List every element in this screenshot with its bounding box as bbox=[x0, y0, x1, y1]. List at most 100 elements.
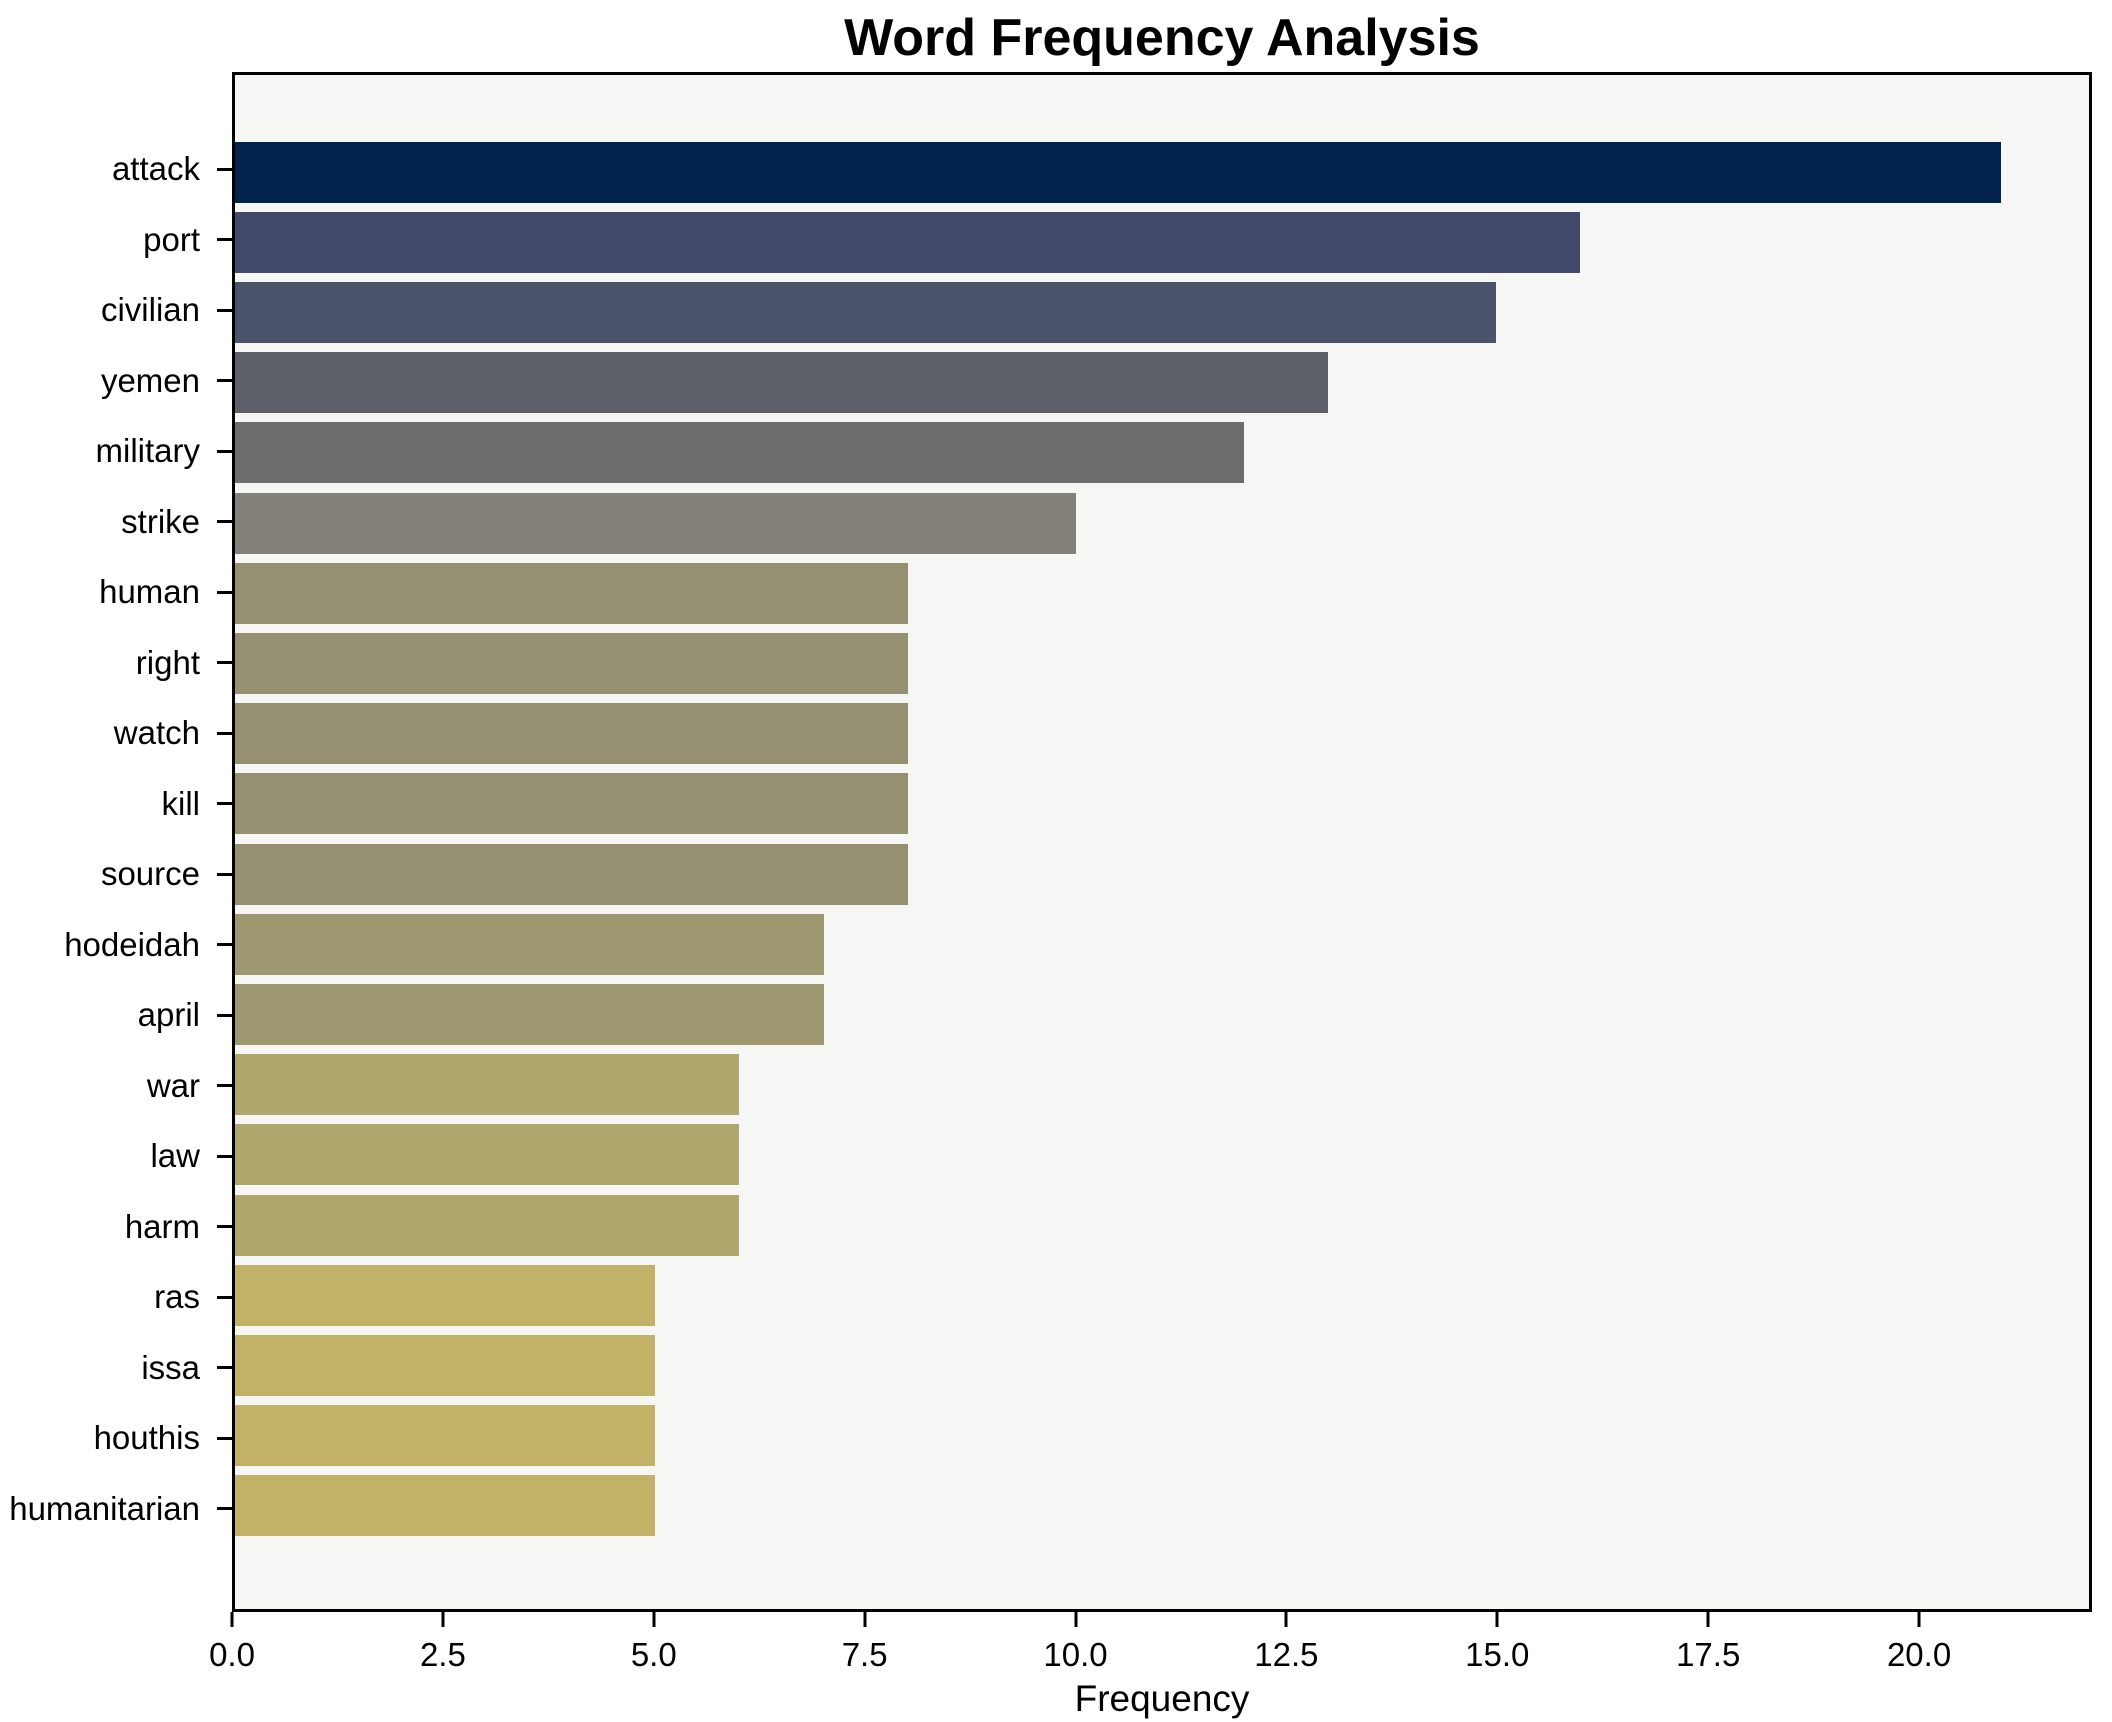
bar-hodeidah bbox=[235, 913, 824, 975]
bar-row-humanitarian bbox=[235, 1471, 2089, 1541]
bar-row-military bbox=[235, 418, 2089, 488]
bar-law bbox=[235, 1124, 740, 1186]
bar-houthis bbox=[235, 1405, 656, 1467]
y-tick-label-strike: strike bbox=[121, 502, 200, 540]
bar-row-harm bbox=[235, 1190, 2089, 1260]
y-tick-mark bbox=[217, 1084, 232, 1088]
bar-row-attack bbox=[235, 137, 2089, 207]
bar-port bbox=[235, 211, 1581, 273]
x-tick-label-17.5: 17.5 bbox=[1676, 1636, 1741, 1673]
x-tick-mark bbox=[1284, 1612, 1288, 1627]
y-tick-mark bbox=[217, 731, 232, 735]
y-tick-label-ras: ras bbox=[154, 1278, 200, 1316]
y-tick-mark bbox=[217, 943, 232, 947]
y-axis-labels: attack port civilian yemen military strike hum… bbox=[0, 72, 200, 1612]
y-tick-label-watch: watch bbox=[113, 714, 200, 752]
bar-row-kill bbox=[235, 769, 2089, 839]
x-tick-label-12.5: 12.5 bbox=[1254, 1636, 1319, 1673]
x-tick-mark bbox=[1074, 1612, 1078, 1627]
y-tick-label-port: port bbox=[143, 220, 200, 258]
chart-title: Word Frequency Analysis bbox=[844, 9, 1480, 67]
bar-row-yemen bbox=[235, 348, 2089, 418]
y-tick-label-attack: attack bbox=[111, 150, 200, 188]
bar-strike bbox=[235, 492, 1076, 554]
bar-watch bbox=[235, 703, 908, 765]
y-tick-label-harm: harm bbox=[124, 1207, 200, 1245]
y-tick-label-hodeidah: hodeidah bbox=[64, 925, 200, 963]
y-tick-mark bbox=[217, 308, 232, 312]
x-tick-mark bbox=[652, 1612, 656, 1627]
y-tick-mark bbox=[217, 661, 232, 665]
bar-row-human bbox=[235, 558, 2089, 628]
bar-harm bbox=[235, 1194, 740, 1256]
bar-row-issa bbox=[235, 1330, 2089, 1400]
y-tick-label-civilian: civilian bbox=[100, 291, 200, 329]
y-tick-mark bbox=[217, 1507, 232, 1511]
y-tick-label-source: source bbox=[100, 855, 200, 893]
bar-row-watch bbox=[235, 699, 2089, 769]
x-tick-label-10: 10.0 bbox=[1043, 1636, 1108, 1673]
bar-april bbox=[235, 984, 824, 1046]
bar-row-right bbox=[235, 628, 2089, 698]
x-tick-mark bbox=[1917, 1612, 1921, 1627]
x-axis: 0.0 2.5 5.0 7.5 10.0 12.5 15.0 17.5 20.0 bbox=[209, 1612, 2092, 1692]
bar-row-civilian bbox=[235, 277, 2089, 347]
y-tick-mark bbox=[217, 379, 232, 383]
y-tick-label-houthis: houthis bbox=[93, 1419, 200, 1457]
x-tick-mark bbox=[863, 1612, 867, 1627]
x-tick-label-0: 0.0 bbox=[209, 1636, 255, 1673]
x-axis-label: Frequency bbox=[1074, 1678, 1250, 1719]
bar-ras bbox=[235, 1264, 656, 1326]
bar-war bbox=[235, 1054, 740, 1116]
y-tick-mark bbox=[217, 520, 232, 524]
y-tick-mark bbox=[217, 1225, 232, 1229]
bar-yemen bbox=[235, 352, 1329, 414]
bar-row-april bbox=[235, 979, 2089, 1049]
bar-row-ras bbox=[235, 1260, 2089, 1330]
bar-row-hodeidah bbox=[235, 909, 2089, 979]
plot-area bbox=[232, 72, 2092, 1612]
bar-civilian bbox=[235, 282, 1497, 343]
x-tick-mark bbox=[1495, 1612, 1499, 1627]
bar-kill bbox=[235, 773, 908, 835]
bar-row-port bbox=[235, 207, 2089, 277]
bar-row-houthis bbox=[235, 1401, 2089, 1471]
x-tick-label-5: 5.0 bbox=[630, 1636, 677, 1673]
y-tick-mark bbox=[217, 1295, 232, 1299]
bar-right bbox=[235, 633, 908, 695]
y-tick-label-human: human bbox=[99, 573, 200, 611]
bar-attack bbox=[235, 141, 2001, 203]
y-tick-label-yemen: yemen bbox=[100, 361, 200, 399]
y-tick-mark bbox=[217, 1013, 232, 1017]
y-tick-mark bbox=[217, 1154, 232, 1158]
y-tick-label-right: right bbox=[135, 643, 200, 681]
y-tick-label-humanitarian: humanitarian bbox=[9, 1489, 200, 1527]
y-tick-mark bbox=[217, 590, 232, 594]
x-tick-label-20: 20.0 bbox=[1886, 1636, 1952, 1673]
bar-source bbox=[235, 843, 908, 905]
bar-military bbox=[235, 422, 1244, 484]
y-tick-label-april: april bbox=[137, 996, 200, 1034]
bar-human bbox=[235, 562, 908, 624]
bar-row-strike bbox=[235, 488, 2089, 558]
x-tick-label-2.5: 2.5 bbox=[419, 1636, 466, 1673]
bars-container bbox=[235, 75, 2089, 1609]
y-tick-label-issa: issa bbox=[141, 1348, 200, 1386]
y-tick-label-kill: kill bbox=[161, 784, 201, 822]
y-tick-mark bbox=[217, 802, 232, 806]
x-tick-label-7.5: 7.5 bbox=[841, 1636, 888, 1673]
bar-row-war bbox=[235, 1050, 2089, 1120]
bar-row-source bbox=[235, 839, 2089, 909]
y-tick-mark bbox=[217, 1366, 232, 1370]
x-tick-mark bbox=[1706, 1612, 1710, 1627]
x-tick-label-15: 15.0 bbox=[1465, 1636, 1530, 1673]
y-tick-label-law: law bbox=[150, 1137, 200, 1175]
y-tick-mark bbox=[217, 238, 232, 242]
y-tick-label-war: war bbox=[146, 1066, 200, 1104]
y-tick-mark bbox=[217, 1436, 232, 1440]
bar-row-law bbox=[235, 1120, 2089, 1190]
y-axis-ticks bbox=[217, 72, 232, 1612]
y-tick-mark bbox=[217, 449, 232, 453]
y-tick-mark bbox=[217, 167, 232, 171]
